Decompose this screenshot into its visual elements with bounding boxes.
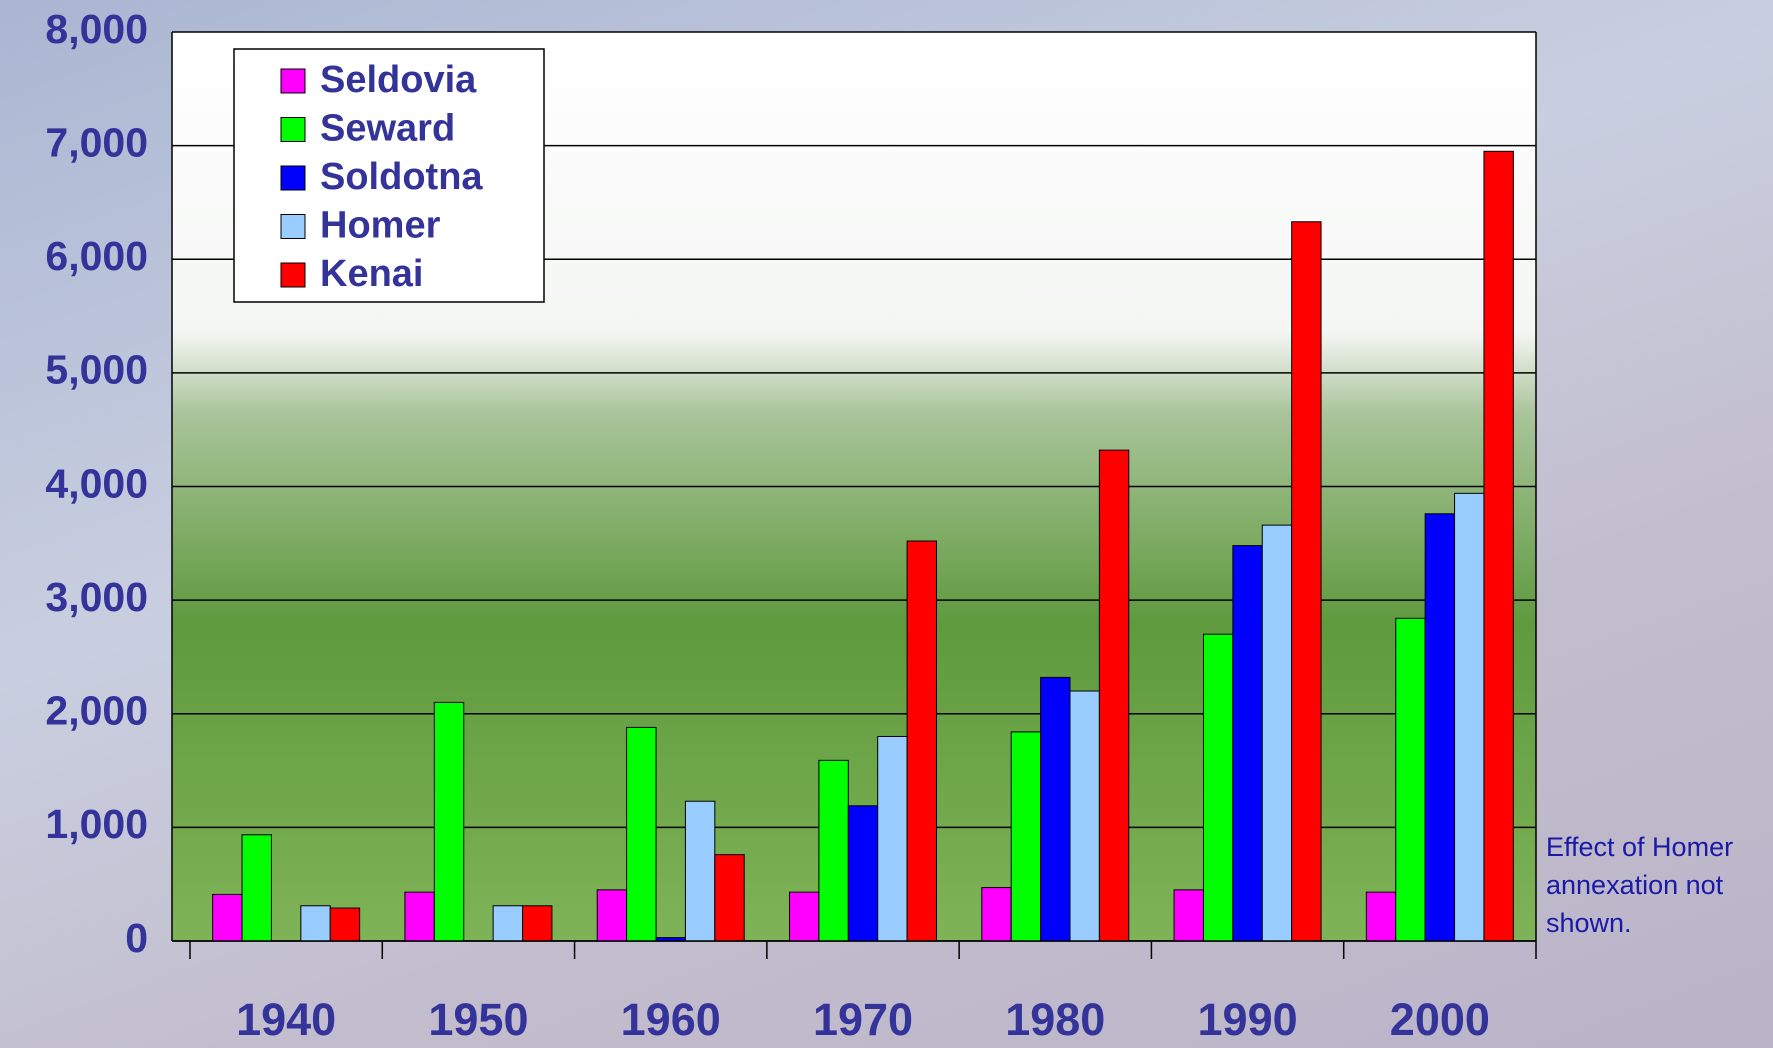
x-tick-label: 2000 xyxy=(1390,994,1490,1045)
bar xyxy=(981,887,1012,942)
bar xyxy=(847,805,879,942)
x-tick-label: 1940 xyxy=(236,994,336,1045)
legend-swatch xyxy=(280,117,306,142)
bar xyxy=(492,905,524,942)
x-tick-label: 1950 xyxy=(428,994,528,1045)
bar xyxy=(1483,150,1514,942)
bar xyxy=(1232,545,1263,942)
legend-label: Kenai xyxy=(320,253,423,295)
x-tick-label: 1980 xyxy=(1005,994,1105,1045)
legend-label: Seldovia xyxy=(320,59,477,101)
bar xyxy=(714,854,745,942)
bar xyxy=(1395,617,1426,942)
bar xyxy=(1454,492,1485,942)
bar xyxy=(522,905,553,942)
bar xyxy=(329,907,361,942)
bar xyxy=(1261,524,1293,942)
legend-swatch xyxy=(280,165,306,191)
y-tick-label: 0 xyxy=(125,915,148,961)
bar xyxy=(684,800,716,942)
bar xyxy=(1098,449,1130,942)
y-tick-label: 1,000 xyxy=(45,801,148,847)
y-tick-label: 8,000 xyxy=(45,6,148,52)
legend-swatch xyxy=(280,262,306,288)
bar xyxy=(1040,676,1071,942)
bar xyxy=(433,701,465,942)
legend-label: Homer xyxy=(320,205,441,247)
legend-label: Seward xyxy=(320,108,455,150)
bar xyxy=(241,834,272,942)
bar xyxy=(212,893,243,942)
y-tick-label: 5,000 xyxy=(45,347,148,393)
legend-swatch xyxy=(280,214,306,239)
y-tick-label: 7,000 xyxy=(45,119,148,165)
legend-label: Soldotna xyxy=(320,156,483,198)
bar xyxy=(1365,891,1397,942)
bar xyxy=(1291,221,1322,942)
bar xyxy=(818,759,849,942)
x-tick-label: 1960 xyxy=(621,994,721,1045)
bar xyxy=(596,889,628,942)
legend-swatch xyxy=(280,68,306,94)
bar xyxy=(300,905,331,942)
x-tick-label: 1990 xyxy=(1198,994,1298,1045)
bar xyxy=(877,735,908,942)
y-tick-label: 6,000 xyxy=(45,233,148,279)
bar xyxy=(1069,690,1100,942)
y-tick-label: 3,000 xyxy=(45,574,148,620)
annotation: Effect of Homer annexation not shown. xyxy=(1546,832,1734,938)
bar xyxy=(1173,889,1204,942)
bar xyxy=(626,726,657,942)
bar xyxy=(1424,513,1456,942)
y-tick-label: 2,000 xyxy=(45,688,148,734)
bar xyxy=(789,891,820,942)
bar xyxy=(1010,731,1042,942)
bar xyxy=(404,891,435,942)
bar xyxy=(906,540,937,942)
x-tick-label: 1970 xyxy=(813,994,913,1045)
bar xyxy=(1202,633,1234,942)
y-tick-label: 4,000 xyxy=(45,460,148,506)
